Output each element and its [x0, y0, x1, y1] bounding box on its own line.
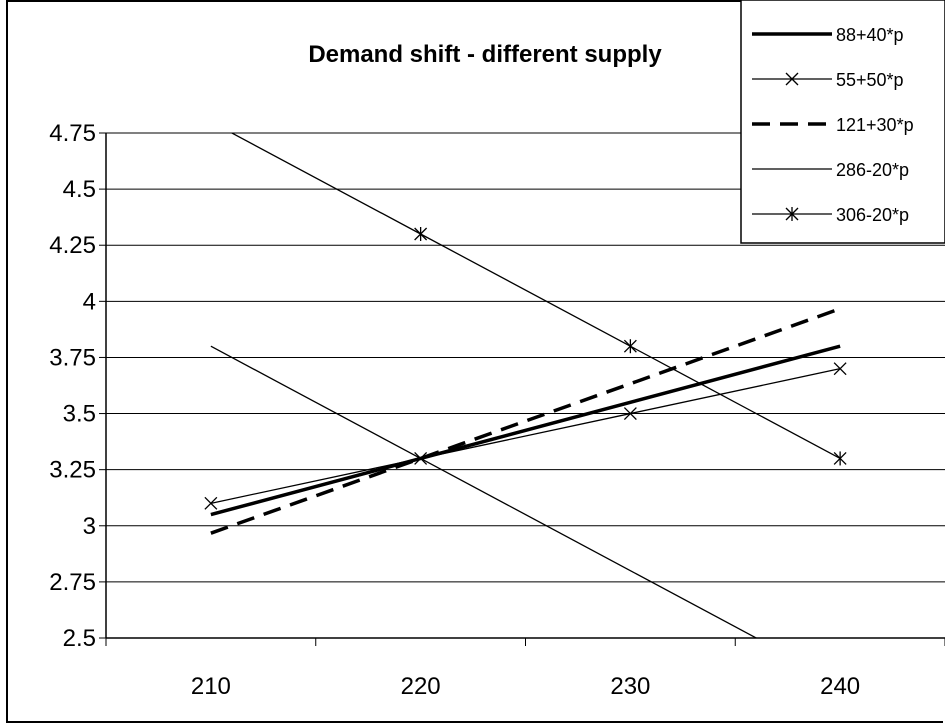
series-line-5 — [230, 133, 841, 460]
series-line-2 — [210, 368, 841, 504]
y-tick-label: 4.25 — [49, 232, 96, 259]
x-tick-label: 230 — [610, 673, 650, 700]
legend-marker-5 — [785, 207, 799, 221]
y-tick-label: 4.75 — [49, 120, 96, 147]
series-5-point — [205, 115, 217, 129]
x-tick-label: 240 — [820, 673, 860, 700]
legend-box — [740, 0, 945, 244]
series-5-point — [623, 339, 637, 354]
y-tick-label: 2.5 — [63, 625, 96, 652]
x-tick-label: 220 — [401, 673, 441, 700]
legend-label-2: 55+50*p — [836, 70, 904, 90]
y-tick-label: 4.5 — [63, 176, 96, 203]
y-tick-label: 3.75 — [49, 344, 96, 371]
series-5-point — [833, 451, 847, 466]
y-tick-label: 3.5 — [63, 401, 96, 428]
legend-label-1: 88+40*p — [836, 25, 904, 45]
legend-marker-2 — [785, 72, 799, 86]
series-2-point — [623, 407, 637, 421]
legend-label-3: 121+30*p — [836, 115, 914, 135]
y-tick-label: 2.75 — [49, 569, 96, 596]
axes: 2.5 2.75 3 3.25 3.5 3.75 4 4.25 4.5 4.75 210 220 230… — [49, 120, 945, 700]
series-line-3 — [210, 307, 841, 535]
y-tick-label: 4 — [83, 288, 96, 315]
series-2-point — [204, 496, 218, 510]
series-line-1 — [210, 344, 841, 517]
chart-title: Demand shift - different supply — [308, 41, 662, 68]
y-tick-label: 3.25 — [49, 457, 96, 484]
series-2-point — [833, 362, 847, 376]
series-group — [204, 115, 847, 638]
legend-label-4: 286-20*p — [836, 160, 909, 180]
legend-label-5: 306-20*p — [836, 205, 909, 225]
y-tick-label: 3 — [83, 513, 96, 540]
series-line-4 — [210, 345, 758, 638]
series-5-point — [414, 227, 428, 241]
x-tick-label: 210 — [191, 673, 231, 700]
legend: 88+40*p 55+50*p 121+30*p 286-20*p 306-20*p — [740, 0, 945, 244]
